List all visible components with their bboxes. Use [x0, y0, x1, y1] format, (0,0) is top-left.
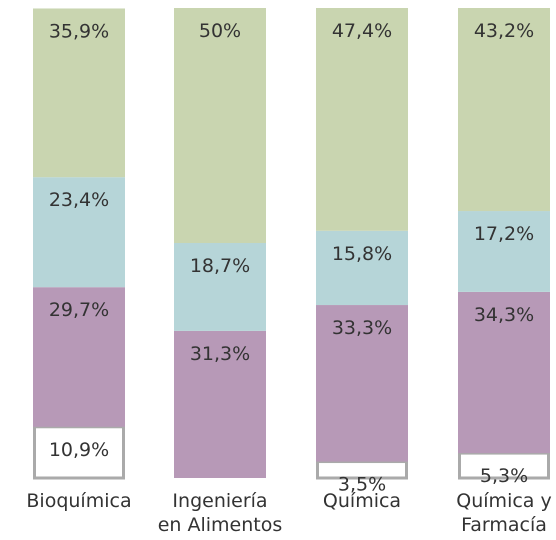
- value-label: 5,3%: [480, 465, 528, 487]
- value-label: 29,7%: [49, 299, 109, 321]
- x-tick-label: Química y: [456, 490, 551, 512]
- value-label: 23,4%: [49, 189, 109, 211]
- value-label: 17,2%: [474, 223, 534, 245]
- value-label: 43,2%: [474, 20, 534, 42]
- bar-segment: [458, 8, 550, 212]
- value-label: 47,4%: [332, 20, 392, 42]
- value-label: 18,7%: [190, 255, 250, 277]
- bar-segment: [316, 8, 408, 231]
- value-label: 31,3%: [190, 343, 250, 365]
- bar-segment: [458, 291, 550, 454]
- value-label: 15,8%: [332, 243, 392, 265]
- bar-segment: [316, 230, 408, 306]
- bar-segment: [174, 243, 266, 331]
- value-label: 10,9%: [49, 439, 109, 461]
- bar-segment: [33, 287, 125, 427]
- x-tick-label: Química: [323, 490, 401, 512]
- x-tick-label: Ingeniería: [172, 490, 267, 512]
- value-label: 33,3%: [332, 317, 392, 339]
- x-tick-label: Farmacía: [461, 514, 547, 536]
- value-label: 50%: [199, 20, 241, 42]
- bar-segment: [316, 305, 408, 462]
- bar-segment: [33, 8, 125, 178]
- bar-segment: [458, 451, 550, 480]
- bar-segment: [458, 211, 550, 292]
- bar-segment: [174, 8, 266, 243]
- bar-segment: [33, 425, 125, 480]
- bar-segment: [174, 330, 266, 478]
- bar-segment: [33, 177, 125, 288]
- x-tick-label: en Alimentos: [158, 514, 283, 536]
- value-label: 34,3%: [474, 304, 534, 326]
- value-label: 3,5%: [338, 474, 386, 496]
- x-tick-label: Bioquímica: [26, 490, 131, 512]
- value-label: 35,9%: [49, 20, 109, 42]
